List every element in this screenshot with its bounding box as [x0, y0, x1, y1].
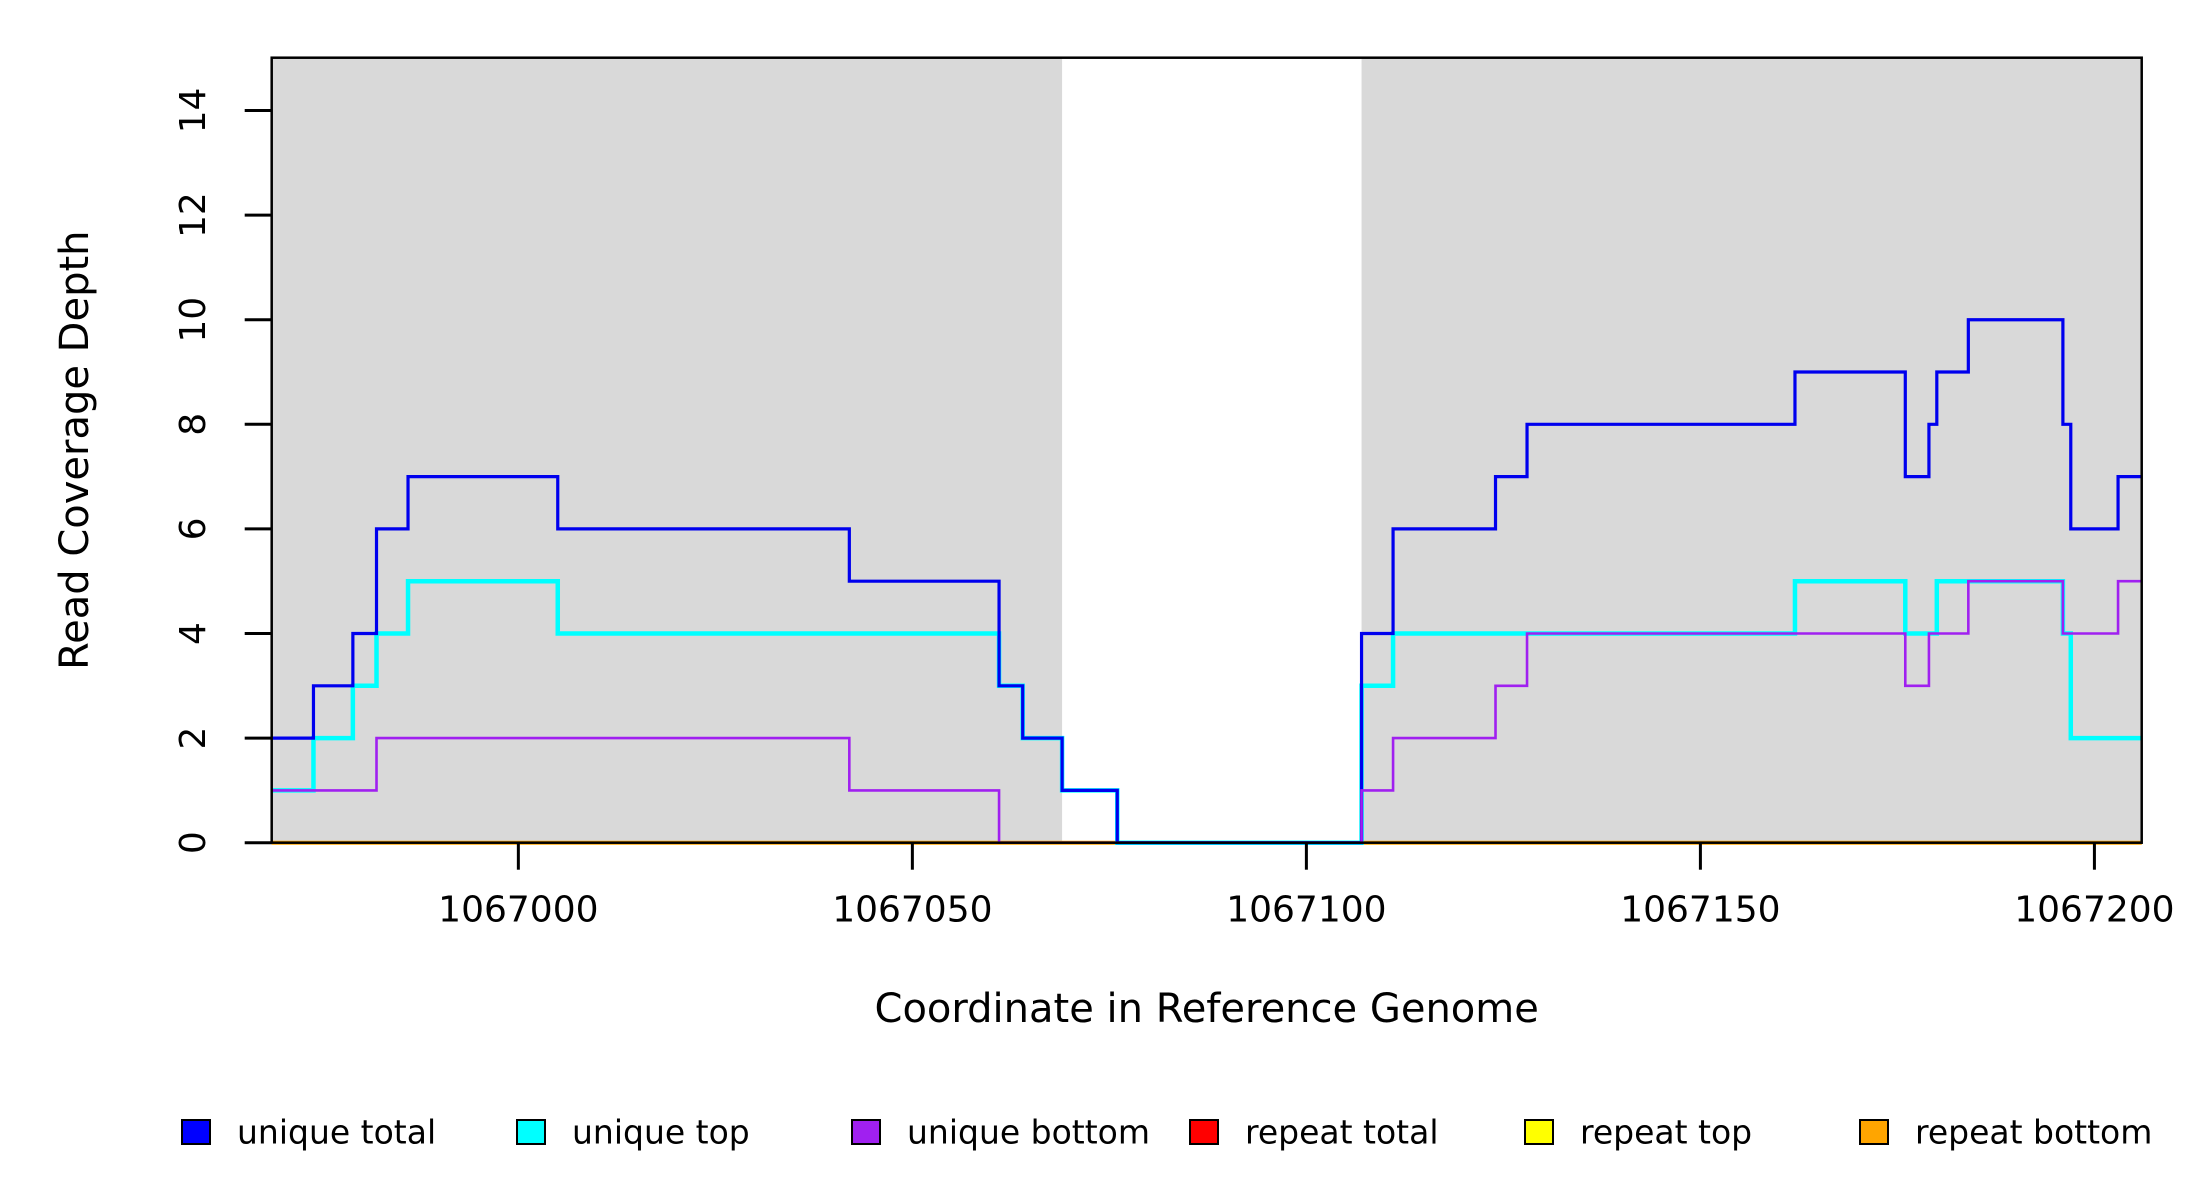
series-unique-bottom — [271, 579, 2142, 844]
legend-label-unique-bottom: unique bottom — [907, 1113, 1150, 1152]
legend-label-repeat-bottom: repeat bottom — [1915, 1113, 2152, 1152]
x-axis-title: Coordinate in Reference Genome — [875, 986, 1539, 1032]
y-axis-title: Read Coverage Depth — [52, 230, 98, 669]
y-tick-label: 0 — [173, 831, 214, 854]
x-tick-label: 1067000 — [438, 890, 598, 931]
series-unique-total — [271, 318, 2142, 845]
legend-swatch-unique-bottom — [851, 1119, 881, 1145]
y-tick-label: 4 — [173, 622, 214, 645]
y-tick-label: 12 — [173, 192, 214, 238]
legend-label-unique-total: unique total — [237, 1113, 436, 1152]
legend-label-unique-top: unique top — [572, 1113, 750, 1152]
right-unique-region — [1361, 57, 2142, 843]
legend-label-repeat-total: repeat total — [1245, 1113, 1439, 1152]
x-tick-label: 1067050 — [832, 890, 992, 931]
legend-swatch-repeat-bottom — [1859, 1119, 1889, 1145]
x-tick-label: 1067200 — [2014, 890, 2174, 931]
y-tick-label: 8 — [173, 413, 214, 436]
legend-swatch-repeat-total — [1189, 1119, 1219, 1145]
x-tick-label: 1067150 — [1620, 890, 1780, 931]
plot-border — [270, 56, 2143, 844]
legend-swatch-unique-top — [516, 1119, 546, 1145]
y-tick-label: 2 — [173, 727, 214, 750]
y-tick-label: 10 — [173, 297, 214, 343]
legend-swatch-repeat-top — [1524, 1119, 1554, 1145]
legend-swatch-unique-total — [181, 1119, 211, 1145]
y-tick-label: 6 — [173, 517, 214, 540]
legend-label-repeat-top: repeat top — [1580, 1113, 1752, 1152]
x-tick-label: 1067100 — [1226, 890, 1386, 931]
left-unique-region — [271, 57, 1063, 843]
y-tick-label: 14 — [173, 88, 214, 134]
